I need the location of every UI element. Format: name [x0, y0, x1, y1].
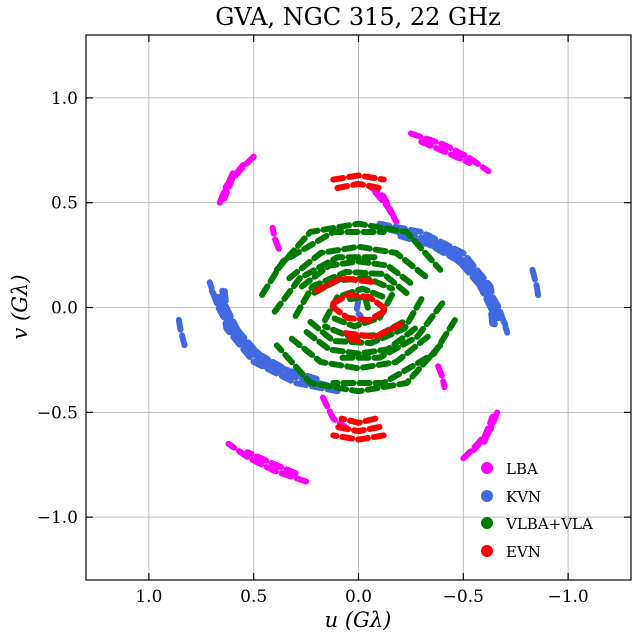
- legend-marker-vlba-vla: [481, 517, 493, 529]
- x-tick-label: 0.5: [240, 587, 267, 607]
- x-tick-label: −1.0: [547, 587, 588, 607]
- uv-track: [481, 409, 500, 445]
- uv-track: [244, 449, 299, 477]
- uv-track: [225, 440, 310, 485]
- legend: LBA KVN VLBA+VLA EVN: [481, 460, 593, 561]
- uv-track: [206, 279, 268, 370]
- x-tick-label: −0.5: [443, 587, 484, 607]
- legend-marker-lba: [481, 462, 493, 474]
- uv-track: [271, 254, 379, 315]
- uv-track: [215, 294, 299, 378]
- legend-item-vlba-vla: VLBA+VLA: [481, 515, 593, 533]
- uv-track: [338, 321, 404, 340]
- uv-track: [435, 363, 448, 391]
- x-axis-label: u (Gλ): [325, 608, 392, 632]
- uv-track: [286, 333, 431, 372]
- uv-track: [292, 268, 412, 319]
- legend-item-evn: EVN: [481, 543, 541, 561]
- uv-track: [259, 229, 387, 298]
- plot-frame: [85, 34, 632, 581]
- uv-track: [338, 415, 379, 426]
- x-tick-label: 0.0: [345, 587, 372, 607]
- legend-item-lba: LBA: [481, 460, 538, 478]
- uv-track: [273, 220, 444, 273]
- y-tick-label: 1.0: [51, 89, 78, 109]
- uv-track: [407, 130, 492, 175]
- uv-track: [338, 300, 446, 361]
- chart-title: GVA, NGC 315, 22 GHz: [215, 3, 501, 31]
- uv-track: [330, 317, 458, 386]
- uv-track: [372, 189, 400, 225]
- legend-item-kvn: KVN: [481, 488, 541, 506]
- uv-track: [313, 275, 379, 294]
- x-tick-label: 1.0: [135, 587, 162, 607]
- y-tick-label: −0.5: [37, 403, 78, 423]
- uv-track: [529, 266, 542, 303]
- uv-track: [298, 325, 419, 357]
- uv-track: [449, 245, 511, 336]
- uv-track: [305, 296, 425, 347]
- uv-track: [418, 237, 502, 321]
- plot-area: [175, 130, 542, 485]
- legend-marker-kvn: [481, 490, 493, 502]
- legend-label-kvn: KVN: [506, 488, 541, 506]
- uv-track: [286, 243, 431, 282]
- legend-label-lba: LBA: [506, 460, 538, 478]
- y-tick-label: 0.5: [51, 194, 78, 214]
- uv-track: [273, 342, 444, 395]
- uv-track: [175, 312, 188, 349]
- legend-marker-evn: [481, 545, 493, 557]
- series-kvn: [175, 220, 542, 395]
- axis-ticks: 1.0 0.5 0.0 −0.5 −1.0 1.0 0.5 0.0 −0.5 −1.0: [37, 35, 631, 607]
- uv-track: [298, 258, 419, 290]
- legend-label-evn: EVN: [506, 543, 541, 561]
- y-axis-label: v (Gλ): [8, 274, 32, 339]
- legend-label-vlba-vla: VLBA+VLA: [505, 515, 593, 533]
- uv-track: [353, 296, 364, 319]
- y-tick-label: −1.0: [37, 508, 78, 528]
- uv-track: [217, 170, 236, 206]
- series-evn: [313, 172, 404, 443]
- uv-track: [330, 304, 387, 324]
- uv-track: [330, 172, 387, 183]
- uv-track: [347, 335, 362, 344]
- uv-track: [334, 180, 383, 191]
- uv-track: [418, 138, 473, 166]
- uv-track: [319, 394, 351, 433]
- uv-track: [334, 424, 383, 435]
- series-lba: [215, 130, 502, 485]
- uv-track: [269, 224, 282, 252]
- y-tick-label: 0.0: [51, 299, 78, 319]
- uv-track: [330, 432, 387, 443]
- uv-track: [330, 291, 387, 311]
- grid-lines: [86, 35, 631, 580]
